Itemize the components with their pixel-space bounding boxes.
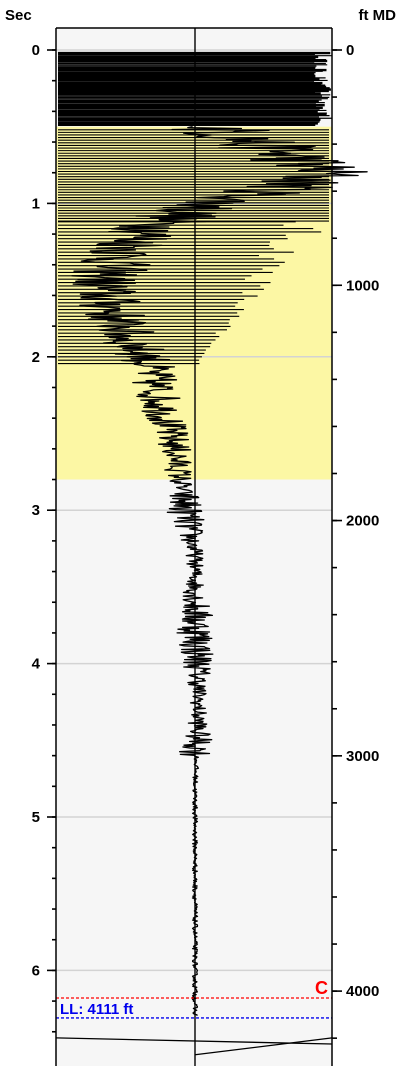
reflection-bars bbox=[58, 51, 332, 365]
left-tick-label: 2 bbox=[32, 349, 40, 366]
right-tick-label: 1000 bbox=[346, 277, 379, 294]
annotation-label: C bbox=[315, 978, 328, 998]
left-tick-label: 3 bbox=[32, 502, 40, 519]
right-tick-label: 3000 bbox=[346, 748, 379, 765]
right-tick-label: 0 bbox=[346, 42, 354, 59]
right-tick-label: 4000 bbox=[346, 983, 379, 1000]
left-tick-label: 5 bbox=[32, 809, 40, 826]
right-axis-label: ft MD bbox=[359, 7, 397, 24]
trace-line bbox=[194, 1037, 333, 1056]
right-tick-label: 2000 bbox=[346, 513, 379, 530]
left-tick-label: 1 bbox=[32, 195, 40, 212]
left-tick-label: 6 bbox=[32, 962, 40, 979]
left-tick-label: 0 bbox=[32, 42, 40, 59]
left-tick-label: 4 bbox=[32, 656, 41, 673]
well-markers: C LL: 4111 ft bbox=[56, 28, 332, 1066]
left-axis-label: Sec bbox=[5, 7, 32, 24]
annotation-label: LL: 4111 ft bbox=[60, 1001, 133, 1018]
axes: 0 1 2 3 4 5 6 0 1000 2000 3000 4000 bbox=[32, 27, 379, 1066]
